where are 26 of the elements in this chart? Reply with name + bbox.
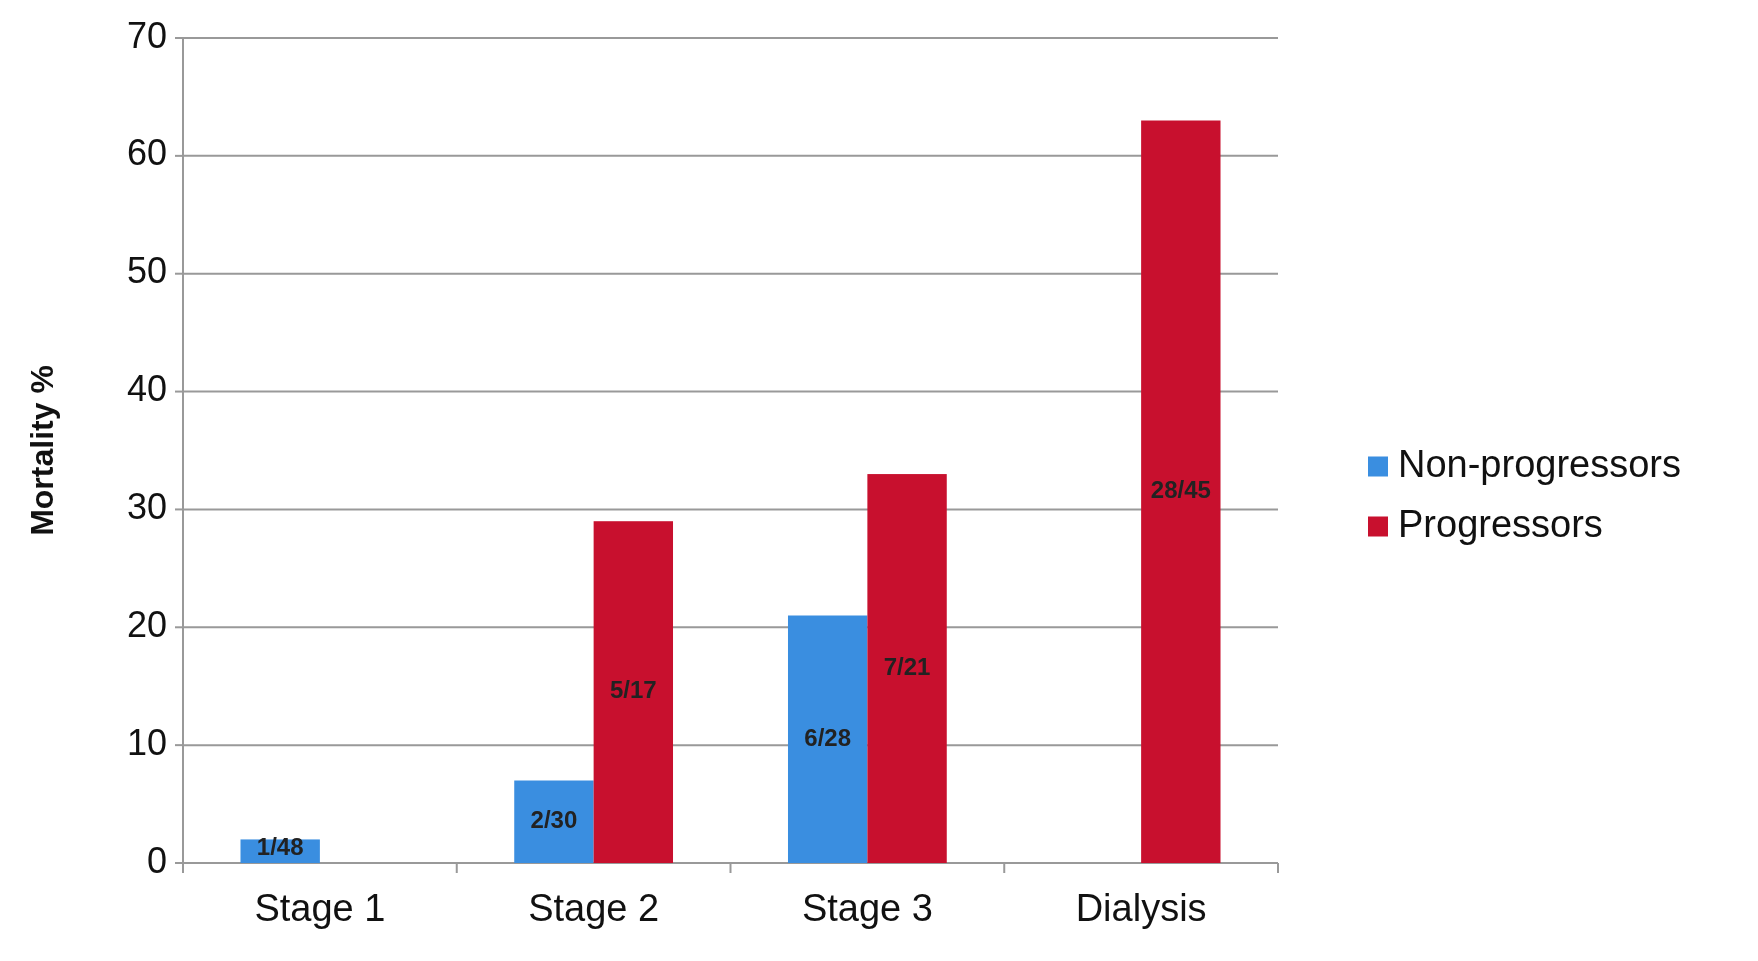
x-tick-label: Stage 3 — [801, 887, 933, 929]
data-label: 28/45 — [1150, 476, 1211, 504]
y-tick-label: 70 — [126, 14, 167, 56]
data-label: 1/48 — [256, 833, 304, 861]
y-tick-label: 20 — [126, 603, 167, 645]
bar — [867, 474, 947, 863]
x-tick-label: Stage 2 — [528, 887, 660, 929]
bar — [593, 521, 674, 863]
y-tick-label: 10 — [126, 721, 167, 763]
data-label: 2/30 — [530, 806, 578, 834]
y-tick-label: 60 — [126, 132, 167, 174]
bar — [1141, 120, 1221, 863]
x-tick-label: Dialysis — [1075, 887, 1207, 929]
y-tick-label: 50 — [126, 250, 167, 292]
y-tick-label: 0 — [146, 839, 167, 881]
y-tick-label: 30 — [126, 485, 167, 527]
bar — [787, 615, 868, 863]
x-tick-label: Stage 1 — [254, 887, 386, 929]
y-axis-title: Mortality % — [24, 365, 60, 536]
data-label: 5/17 — [609, 676, 657, 704]
y-tick-label: 40 — [126, 368, 167, 410]
data-label: 7/21 — [883, 652, 931, 680]
legend-label: Non-progressors — [1398, 442, 1681, 485]
data-label: 6/28 — [804, 723, 852, 751]
legend-label: Progressors — [1398, 502, 1603, 545]
bar — [514, 780, 594, 863]
